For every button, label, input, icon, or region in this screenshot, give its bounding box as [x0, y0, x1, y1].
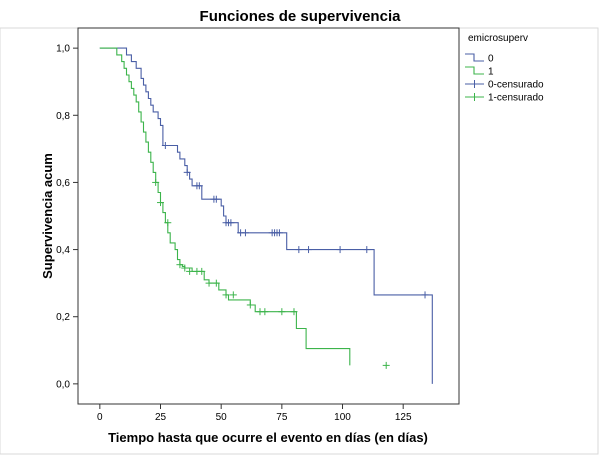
legend-label: 0: [488, 54, 494, 65]
censor-mark-1: [186, 267, 194, 275]
censor-mark-0: [183, 168, 191, 176]
x-tick-label: 25: [155, 412, 167, 423]
censor-mark-0: [227, 219, 235, 227]
plot-area: [77, 27, 460, 405]
x-tick-label: 125: [395, 412, 412, 423]
x-tick-label: 100: [334, 412, 351, 423]
legend-entry: 0: [465, 53, 494, 65]
censor-mark-0: [212, 195, 220, 203]
axis-ticks: 0 25 50 75 100 125 0,0 0,2 0,4 0,6 0,8 1,0: [56, 44, 412, 423]
y-tick-label: 0,0: [56, 379, 70, 390]
censor-mark-0: [241, 229, 249, 237]
legend-title: emicrosuperv: [468, 33, 528, 44]
censor-mark-1: [164, 219, 172, 227]
censor-mark-1: [278, 308, 286, 316]
censor-mark-1: [205, 279, 213, 287]
censor-mark-1: [222, 291, 230, 299]
legend-entries: 0 1 0-censurado 1-censurado: [465, 53, 544, 104]
y-tick-label: 0,2: [56, 312, 70, 323]
legend-label: 1-censurado: [488, 93, 544, 104]
censor-mark-1: [290, 308, 298, 316]
censor-mark-1: [382, 361, 390, 369]
censor-mark-1: [176, 261, 184, 269]
survival-curve-0: [99, 47, 433, 384]
legend-step-swatch: [465, 66, 484, 75]
chart-title: Funciones de supervivencia: [200, 8, 402, 25]
y-tick-label: 0,8: [56, 111, 70, 122]
censor-mark-0: [161, 142, 169, 149]
censor-mark-1: [157, 199, 165, 207]
censor-mark-1: [152, 178, 160, 186]
censor-mark-0: [295, 246, 303, 254]
series-layer: [99, 47, 433, 384]
y-axis-label: Supervivencia acum: [40, 153, 55, 279]
legend-entry: 1: [465, 66, 494, 78]
x-axis-label: Tiempo hasta que ocurre el evento en día…: [108, 430, 428, 445]
legend-entry: 1-censurado: [465, 93, 544, 104]
censor-mark-1: [181, 264, 189, 272]
y-tick-label: 1,0: [56, 44, 70, 55]
censor-mark-1: [212, 279, 220, 287]
censor-mark-0: [363, 246, 371, 254]
legend-label: 1: [488, 67, 494, 78]
y-tick-label: 0,6: [56, 178, 70, 189]
censor-mark-0: [275, 229, 283, 237]
x-tick-label: 75: [276, 412, 288, 423]
censor-mark-0: [305, 246, 313, 254]
censor-mark-1: [198, 267, 206, 275]
legend-label: 0-censurado: [488, 80, 544, 91]
legend: emicrosuperv 0 1 0-censurado 1-censurado: [465, 33, 544, 104]
censor-mark-1: [229, 291, 237, 299]
censor-mark-0: [421, 291, 429, 299]
x-tick-label: 0: [97, 412, 103, 423]
legend-entry: 0-censurado: [465, 80, 544, 91]
censor-mark-1: [246, 301, 254, 309]
y-tick-label: 0,4: [56, 245, 70, 256]
censor-mark-0: [336, 246, 344, 254]
x-tick-label: 50: [216, 412, 228, 423]
censor-mark-1: [261, 308, 269, 316]
legend-step-swatch: [465, 53, 484, 62]
censor-mark-0: [195, 182, 203, 190]
